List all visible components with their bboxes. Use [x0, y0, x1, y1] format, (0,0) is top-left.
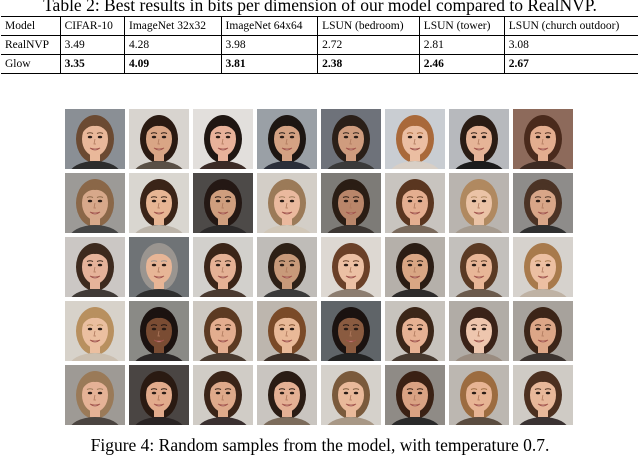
- header-cell: ImageNet 64x64: [220, 16, 318, 36]
- sample-face-image: [65, 109, 125, 169]
- value-cell: 2.38: [317, 54, 420, 74]
- results-table: Model CIFAR-10 ImageNet 32x32 ImageNet 6…: [1, 16, 638, 74]
- sample-face-image: [129, 365, 189, 425]
- model-cell: RealNVP: [5, 39, 50, 51]
- header-cell: CIFAR-10: [59, 16, 125, 36]
- table-row: RealNVP 3.49 4.28 3.98 2.72 2.81 3.08: [1, 35, 638, 55]
- sample-face-image: [321, 237, 381, 297]
- sample-face-image: [513, 109, 573, 169]
- table-caption: Table 2: Best results in bits per dimens…: [43, 0, 597, 15]
- value-cell: 4.09: [123, 54, 222, 74]
- figure-caption: Figure 4: Random samples from the model,…: [90, 435, 550, 455]
- value-cell: 2.72: [317, 35, 420, 55]
- sample-face-image: [513, 237, 573, 297]
- sample-face-image: [257, 365, 317, 425]
- sample-face-image: [129, 109, 189, 169]
- header-cell: Model: [1, 16, 61, 36]
- value-cell: 3.98: [220, 35, 318, 55]
- sample-face-image: [513, 173, 573, 233]
- sample-face-image: [385, 173, 445, 233]
- sample-face-image: [449, 173, 509, 233]
- sample-face-image: [449, 365, 509, 425]
- sample-face-image: [257, 173, 317, 233]
- sample-face-image: [321, 173, 381, 233]
- header-cell: LSUN (bedroom): [317, 16, 420, 36]
- sample-face-image: [321, 109, 381, 169]
- table-header-row: Model CIFAR-10 ImageNet 32x32 ImageNet 6…: [1, 16, 638, 36]
- sample-face-image: [129, 173, 189, 233]
- header-cell: LSUN (tower): [418, 16, 505, 36]
- sample-face-image: [257, 301, 317, 361]
- value-cell: 3.35: [59, 54, 125, 74]
- sample-face-image: [193, 365, 253, 425]
- sample-face-image: [513, 365, 573, 425]
- sample-face-image: [385, 365, 445, 425]
- sample-face-image: [321, 301, 381, 361]
- sample-face-image: [65, 365, 125, 425]
- header-cell: ImageNet 32x32: [123, 16, 222, 36]
- value-cell: 3.81: [220, 54, 318, 74]
- sample-face-image: [385, 301, 445, 361]
- sample-face-image: [449, 109, 509, 169]
- sample-face-image: [385, 237, 445, 297]
- value-cell: 3.08: [503, 35, 638, 55]
- sample-face-image: [257, 237, 317, 297]
- value-cell: 3.49: [59, 35, 125, 55]
- sample-face-image: [65, 173, 125, 233]
- value-cell: 2.46: [418, 54, 505, 74]
- model-cell: Glow: [1, 54, 61, 74]
- table-row: Glow 3.35 4.09 3.81 2.38 2.46 2.67: [1, 54, 638, 74]
- sample-face-image: [385, 109, 445, 169]
- sample-face-image: [513, 301, 573, 361]
- sample-face-image: [129, 301, 189, 361]
- sample-face-image: [449, 237, 509, 297]
- value-cell: 2.81: [418, 35, 505, 55]
- sample-face-image: [65, 301, 125, 361]
- sample-face-image: [65, 237, 125, 297]
- sample-face-image: [193, 301, 253, 361]
- sample-face-image: [321, 365, 381, 425]
- header-cell: LSUN (church outdoor): [503, 16, 638, 36]
- sample-faces-grid: [65, 109, 575, 427]
- value-cell: 4.28: [123, 35, 222, 55]
- sample-face-image: [129, 237, 189, 297]
- value-cell: 2.67: [503, 54, 638, 74]
- sample-face-image: [257, 109, 317, 169]
- sample-face-image: [193, 109, 253, 169]
- sample-face-image: [193, 237, 253, 297]
- sample-face-image: [193, 173, 253, 233]
- sample-face-image: [449, 301, 509, 361]
